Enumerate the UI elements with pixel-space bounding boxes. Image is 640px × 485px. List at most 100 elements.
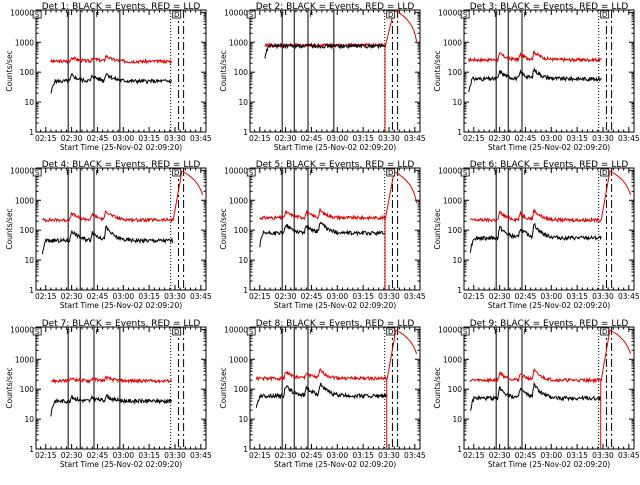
series-events-line bbox=[469, 222, 602, 253]
x-tick-label: 02:15 bbox=[35, 134, 57, 143]
y-tick-label: 100 bbox=[448, 385, 463, 394]
state-box bbox=[386, 10, 396, 19]
y-axis-label: Counts/sec bbox=[219, 367, 228, 408]
x-tick-label: 03:15 bbox=[352, 292, 374, 301]
series-lld-line bbox=[259, 170, 418, 222]
y-tick-label: 100 bbox=[234, 226, 249, 235]
x-tick-label: 03:45 bbox=[618, 134, 640, 143]
y-axis-label: Counts/sec bbox=[219, 208, 228, 249]
state-label: S bbox=[463, 328, 468, 336]
x-tick-label: 03:45 bbox=[618, 451, 640, 460]
y-tick-label: 1 bbox=[243, 445, 248, 454]
x-tick-label: 02:30 bbox=[61, 451, 83, 460]
x-tick-label: 03:15 bbox=[138, 134, 160, 143]
x-tick-label: 03:45 bbox=[190, 134, 212, 143]
state-label: F bbox=[280, 11, 284, 19]
x-tick-label: 02:15 bbox=[249, 292, 271, 301]
y-axis-label: Counts/sec bbox=[5, 208, 14, 249]
x-tick-label: 03:30 bbox=[592, 451, 614, 460]
y-tick-label: 1 bbox=[243, 128, 248, 137]
x-tick-label: 03:00 bbox=[540, 292, 562, 301]
state-label: S bbox=[249, 169, 254, 177]
series-events-line bbox=[50, 72, 172, 94]
x-tick-label: 03:15 bbox=[138, 292, 160, 301]
y-tick-label: 10000 bbox=[10, 166, 34, 175]
state-label: F bbox=[309, 328, 313, 336]
y-axis-label: Counts/sec bbox=[219, 50, 228, 91]
panel-det-9: Det 9: BLACK = Events, RED = LLD 1 10 100 10… bbox=[433, 319, 640, 469]
state-label: D bbox=[388, 169, 393, 177]
panel-det-6: Det 6: BLACK = Events, RED = LLD 1 10 100 10… bbox=[433, 160, 640, 310]
state-label: F bbox=[523, 328, 527, 336]
state-label: S bbox=[463, 11, 468, 19]
x-axis-label: Start Time (25-Nov-02 02:09:20) bbox=[488, 143, 610, 152]
x-tick-label: 02:30 bbox=[489, 451, 511, 460]
series-lld-line bbox=[255, 329, 418, 382]
state-box bbox=[246, 10, 256, 19]
x-axis-label: Start Time (25-Nov-02 02:09:20) bbox=[60, 301, 182, 310]
y-tick-label: 100 bbox=[20, 226, 35, 235]
series-lld-line bbox=[469, 170, 632, 224]
panel-det-7: Det 7: BLACK = Events, RED = LLD 1 10 100 10… bbox=[5, 319, 212, 469]
x-tick-label: 03:15 bbox=[352, 134, 374, 143]
x-tick-label: 02:45 bbox=[301, 451, 323, 460]
x-axis-label: Start Time (25-Nov-02 02:09:20) bbox=[274, 143, 396, 152]
state-label: S bbox=[463, 169, 468, 177]
panel-det-1: Det 1: BLACK = Events, RED = LLD 1 10 100 10… bbox=[5, 2, 212, 152]
x-tick-label: 03:45 bbox=[190, 451, 212, 460]
y-tick-label: 10000 bbox=[224, 325, 248, 334]
y-tick-label: 100 bbox=[234, 385, 249, 394]
panel-det-3: Det 3: BLACK = Events, RED = LLD 1 10 100 10… bbox=[433, 2, 640, 152]
panel-title: Det 4: BLACK = Events, RED = LLD bbox=[42, 160, 201, 170]
state-box bbox=[460, 10, 470, 19]
y-tick-label: 10 bbox=[452, 415, 462, 424]
x-tick-label: 02:30 bbox=[61, 292, 83, 301]
y-tick-label: 10000 bbox=[10, 8, 34, 17]
y-axis-label: Counts/sec bbox=[5, 50, 14, 91]
x-tick-label: 03:45 bbox=[404, 451, 426, 460]
x-tick-label: 03:15 bbox=[138, 451, 160, 460]
x-tick-label: 03:30 bbox=[378, 451, 400, 460]
series-lld-line bbox=[50, 375, 172, 384]
x-tick-label: 03:30 bbox=[592, 292, 614, 301]
x-tick-label: 02:45 bbox=[515, 451, 537, 460]
y-tick-label: 1 bbox=[457, 128, 462, 137]
state-label: F bbox=[95, 169, 99, 177]
panel-det-4: Det 4: BLACK = Events, RED = LLD 1 10 100 10… bbox=[5, 160, 212, 310]
state-label: S bbox=[249, 328, 254, 336]
panel-title: Det 2: BLACK = Events, RED = LLD bbox=[256, 2, 415, 12]
y-tick-label: 100 bbox=[20, 385, 35, 394]
panel-det-5: Det 5: BLACK = Events, RED = LLD 1 10 100 10… bbox=[219, 160, 426, 310]
plot-frame bbox=[463, 326, 635, 450]
state-label: D bbox=[174, 169, 179, 177]
state-label: F bbox=[494, 11, 498, 19]
panel-title: Det 7: BLACK = Events, RED = LLD bbox=[42, 319, 201, 329]
series-events-line bbox=[50, 393, 172, 417]
x-tick-label: 02:45 bbox=[87, 292, 109, 301]
x-tick-label: 02:15 bbox=[463, 451, 485, 460]
x-tick-label: 03:45 bbox=[404, 292, 426, 301]
state-label: S bbox=[249, 11, 254, 19]
x-tick-label: 03:45 bbox=[618, 292, 640, 301]
plot-frame bbox=[249, 326, 421, 450]
y-tick-label: 1000 bbox=[15, 38, 34, 47]
x-tick-label: 03:30 bbox=[592, 134, 614, 143]
state-label: D bbox=[602, 328, 607, 336]
plot-frame bbox=[463, 167, 635, 291]
y-tick-label: 1000 bbox=[229, 38, 248, 47]
x-tick-label: 03:30 bbox=[164, 451, 186, 460]
x-tick-label: 03:00 bbox=[540, 451, 562, 460]
panel-title: Det 9: BLACK = Events, RED = LLD bbox=[470, 319, 629, 329]
state-box bbox=[246, 168, 256, 177]
y-axis-label: Counts/sec bbox=[433, 208, 442, 249]
panel-det-8: Det 8: BLACK = Events, RED = LLD 1 10 100 10… bbox=[219, 319, 426, 469]
x-tick-label: 03:30 bbox=[164, 134, 186, 143]
state-label: F bbox=[95, 11, 99, 19]
series-events-line bbox=[259, 221, 386, 248]
x-tick-label: 03:45 bbox=[190, 292, 212, 301]
y-tick-label: 10000 bbox=[10, 325, 34, 334]
x-tick-label: 03:00 bbox=[112, 451, 134, 460]
state-label: D bbox=[174, 328, 179, 336]
x-tick-label: 02:15 bbox=[35, 292, 57, 301]
